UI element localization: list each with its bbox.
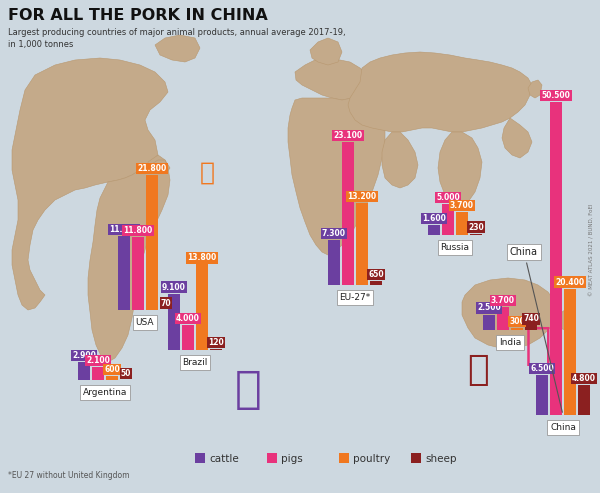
Polygon shape xyxy=(295,58,372,100)
Bar xyxy=(536,375,548,415)
Text: 20.400: 20.400 xyxy=(556,278,584,286)
Polygon shape xyxy=(288,95,385,255)
Polygon shape xyxy=(88,160,170,362)
Bar xyxy=(497,307,509,330)
Bar xyxy=(168,293,180,350)
Text: 70: 70 xyxy=(161,299,172,308)
Bar xyxy=(483,315,495,330)
Text: © MEAT ATLAS 2021 / BUND, FoEI: © MEAT ATLAS 2021 / BUND, FoEI xyxy=(589,204,594,296)
Bar xyxy=(550,102,562,415)
Text: 🐔: 🐔 xyxy=(199,161,215,185)
Text: cattle: cattle xyxy=(209,454,239,464)
Text: 740: 740 xyxy=(523,315,539,323)
Text: 🐑: 🐑 xyxy=(467,353,489,387)
Bar xyxy=(578,385,590,415)
Polygon shape xyxy=(528,80,542,98)
Text: 13.200: 13.200 xyxy=(347,192,377,201)
Text: 11.800: 11.800 xyxy=(124,226,152,235)
Text: 2.100: 2.100 xyxy=(86,356,110,365)
Text: *EU 27 without United Kingdom: *EU 27 without United Kingdom xyxy=(8,471,130,480)
Text: Brazil: Brazil xyxy=(182,358,208,367)
Text: 21.800: 21.800 xyxy=(137,164,167,173)
Bar xyxy=(370,281,382,285)
Text: 2.500: 2.500 xyxy=(477,304,501,313)
Bar xyxy=(525,325,537,330)
Polygon shape xyxy=(438,132,482,208)
Bar xyxy=(182,325,194,350)
Polygon shape xyxy=(12,58,168,310)
Bar xyxy=(470,234,482,235)
Text: India: India xyxy=(499,338,521,347)
Bar xyxy=(564,288,576,415)
Text: Russia: Russia xyxy=(440,243,470,252)
Polygon shape xyxy=(148,155,170,178)
Text: 120: 120 xyxy=(208,338,224,347)
Bar xyxy=(411,453,421,463)
Bar xyxy=(210,349,222,350)
Bar xyxy=(339,453,349,463)
Text: 9.100: 9.100 xyxy=(162,282,186,291)
Text: sheep: sheep xyxy=(425,454,457,464)
Text: 1.600: 1.600 xyxy=(422,214,446,223)
Polygon shape xyxy=(558,308,572,330)
Bar xyxy=(132,237,144,310)
Text: 🐷: 🐷 xyxy=(524,323,551,366)
Bar xyxy=(456,212,468,235)
Text: USA: USA xyxy=(136,318,154,327)
Text: 6.500: 6.500 xyxy=(530,364,554,373)
Bar xyxy=(195,453,205,463)
Bar xyxy=(356,203,368,285)
Bar xyxy=(106,376,118,380)
Polygon shape xyxy=(155,35,200,62)
Bar xyxy=(428,225,440,235)
Text: 13.800: 13.800 xyxy=(187,253,217,262)
Polygon shape xyxy=(310,38,342,65)
Text: Argentina: Argentina xyxy=(83,388,127,397)
Text: 650: 650 xyxy=(368,270,384,279)
Bar xyxy=(342,142,354,285)
Bar xyxy=(267,453,277,463)
Text: 4.800: 4.800 xyxy=(572,374,596,383)
Text: China: China xyxy=(510,247,562,412)
Text: 300: 300 xyxy=(509,317,525,326)
Text: 2.900: 2.900 xyxy=(72,351,96,360)
Text: 50.500: 50.500 xyxy=(542,91,571,100)
Bar xyxy=(78,362,90,380)
Text: 3.700: 3.700 xyxy=(450,201,474,210)
Polygon shape xyxy=(502,118,532,158)
Text: 600: 600 xyxy=(104,365,120,374)
Text: poultry: poultry xyxy=(353,454,390,464)
Text: 4.000: 4.000 xyxy=(176,314,200,323)
Bar xyxy=(196,264,208,350)
Text: 11.900: 11.900 xyxy=(109,225,139,234)
Bar xyxy=(442,204,454,235)
Bar xyxy=(328,240,340,285)
Polygon shape xyxy=(348,52,532,132)
Text: 🐄: 🐄 xyxy=(235,368,262,412)
Bar xyxy=(511,328,523,330)
Text: 3.700: 3.700 xyxy=(491,296,515,305)
Text: 7.300: 7.300 xyxy=(322,229,346,238)
Polygon shape xyxy=(382,132,418,188)
Text: EU-27*: EU-27* xyxy=(340,293,371,302)
Text: 5.000: 5.000 xyxy=(436,193,460,202)
Text: China: China xyxy=(550,423,576,432)
Bar xyxy=(146,175,158,310)
Text: FOR ALL THE PORK IN CHINA: FOR ALL THE PORK IN CHINA xyxy=(8,8,268,23)
Bar xyxy=(92,367,104,380)
Polygon shape xyxy=(462,278,555,348)
Text: 23.100: 23.100 xyxy=(334,131,362,140)
Text: 230: 230 xyxy=(468,222,484,232)
Bar xyxy=(118,236,130,310)
Text: Largest producing countries of major animal products, annual average 2017-19,
in: Largest producing countries of major ani… xyxy=(8,28,346,49)
Text: 50: 50 xyxy=(121,369,131,378)
Text: pigs: pigs xyxy=(281,454,303,464)
